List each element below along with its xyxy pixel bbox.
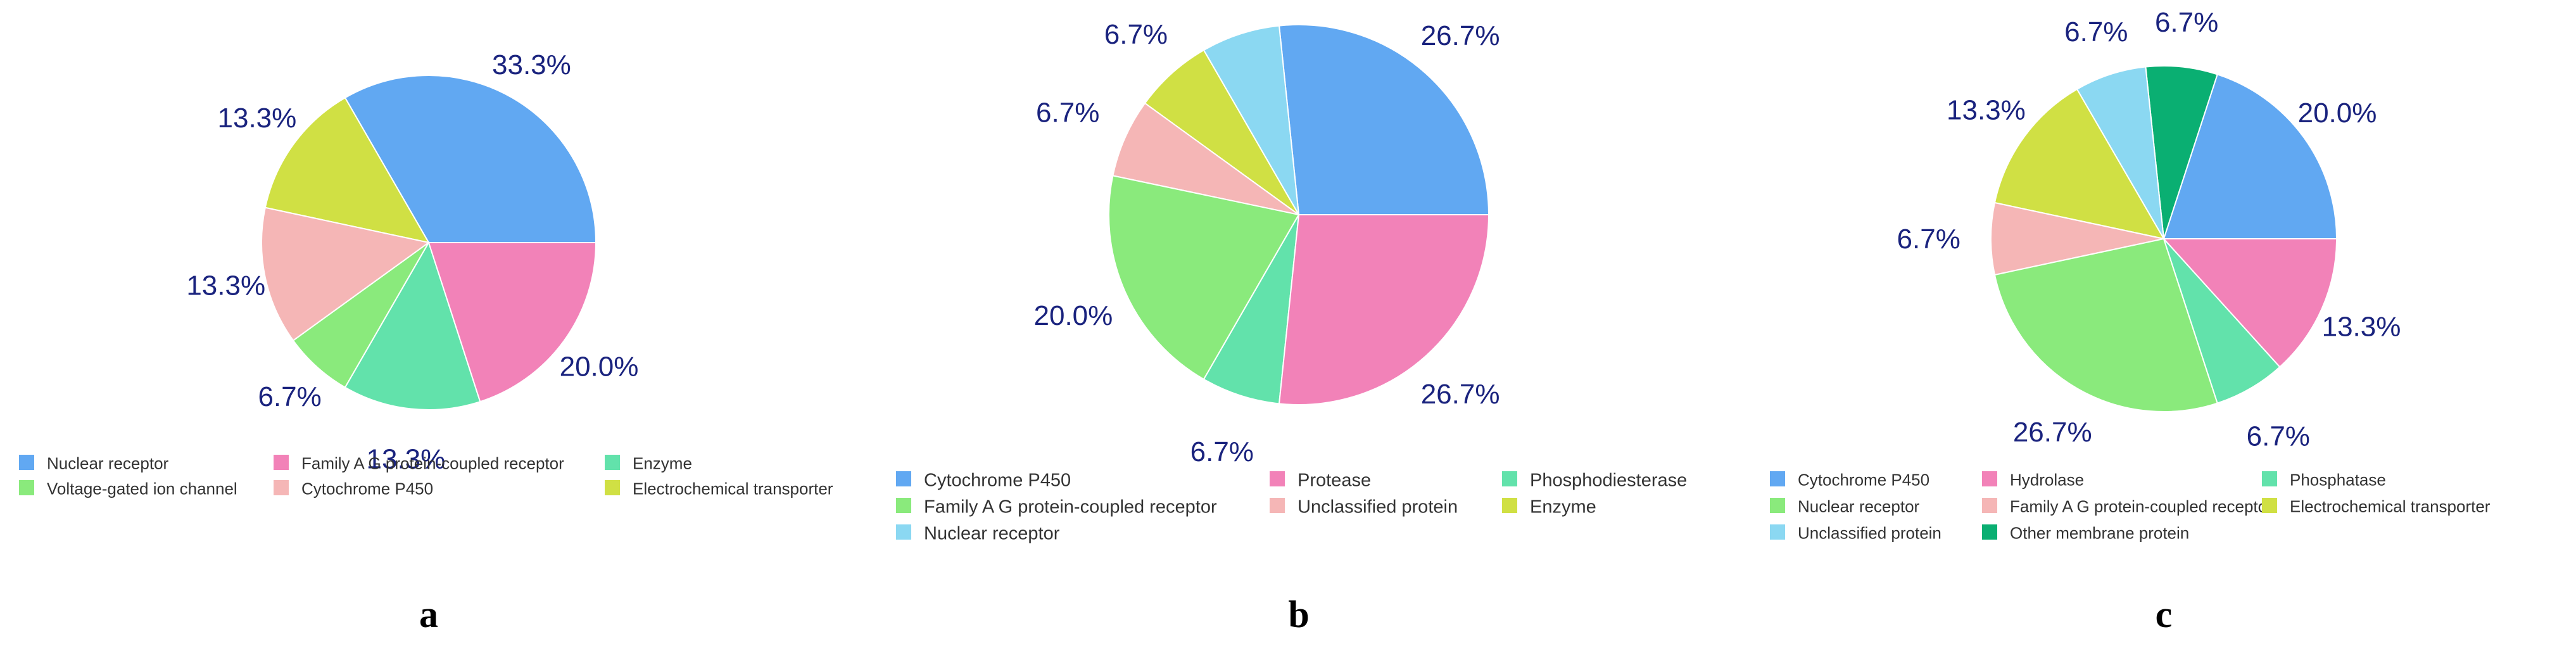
pie-slice-voltage-gated-ion-channel (292, 242, 429, 388)
legend-label: Nuclear receptor (924, 524, 1060, 544)
legend-swatch (1982, 524, 1997, 540)
pie-slice-unclassified-protein (2076, 66, 2164, 239)
slice-percent-label: 26.7% (1421, 379, 1500, 410)
legend-label: Other membrane protein (2010, 524, 2189, 543)
legend-swatch (19, 455, 34, 470)
legend-swatch (1982, 471, 1997, 486)
legend-swatch (1770, 498, 1785, 513)
pie-slice-protease (1278, 214, 1490, 405)
pie-slice-enzyme (1144, 49, 1299, 215)
slice-percent-label: 6.7% (1104, 19, 1168, 50)
pie-chart-a: 33.3% 13.3% 13.3% 6.7% 13.3% 20.0% Nuclear rec… (19, 49, 833, 635)
slice-percent-label: 26.7% (1421, 20, 1500, 51)
pie-slice-family-a-g-protein-coupled-receptor (1990, 201, 2164, 276)
legend-label: Protease (1297, 471, 1371, 491)
pie-slice-family-a-g-protein-coupled-receptor (1108, 175, 1300, 381)
legend-label: Family A G protein-coupled receptor (301, 454, 564, 473)
legend-label: Family A G protein-coupled receptor (924, 497, 1217, 517)
legend-swatch (2262, 471, 2277, 486)
legend-label: Cytochrome P450 (1798, 471, 1929, 490)
pie-slice-nuclear-receptor (1993, 238, 2218, 412)
slice-percent-label: 13.3% (218, 103, 297, 134)
panel-label: c (2156, 593, 2173, 635)
pie-slice-phosphodiesterase (1203, 214, 1299, 405)
legend-label: Electrochemical transporter (633, 479, 833, 498)
pie-slice-electrochemical-transporter (264, 97, 430, 244)
legend-label: Enzyme (633, 454, 692, 473)
legend-label: Cytochrome P450 (301, 479, 433, 498)
legend-label: Electrochemical transporter (2290, 497, 2491, 516)
pie-slice-cytochrome-p450 (261, 206, 431, 342)
legend-label: Family A G protein-coupled receptor (2010, 497, 2273, 516)
legend-label: Cytochrome P450 (924, 471, 1071, 491)
slice-percent-label: 13.3% (367, 443, 446, 474)
legend-label: Nuclear receptor (47, 454, 169, 473)
pie-slice-electrochemical-transporter (1993, 88, 2165, 240)
slice-percent-label: 6.7% (2247, 421, 2310, 452)
legend-swatch (1770, 524, 1785, 540)
pie-chart-b: 26.7% 6.7% 6.7% 6.7% 20.0% 6.7% 26.7% Cytochrom… (896, 0, 1687, 635)
slice-percent-label: 6.7% (2064, 16, 2128, 48)
slice-percent-label: 13.3% (1947, 94, 2026, 125)
legend-label: Enzyme (1530, 497, 1596, 517)
legend-swatch (896, 524, 911, 540)
pie-slice-enzyme (344, 241, 481, 410)
slice-percent-label: 6.7% (1897, 224, 1960, 255)
legend-swatch (605, 455, 620, 470)
legend-swatch (1502, 471, 1517, 486)
slice-percent-label: 6.7% (1192, 0, 1256, 1)
slice-percent-label: 20.0% (1034, 300, 1113, 331)
pie-slice-cytochrome-p450 (2162, 73, 2338, 239)
legend-swatch (1270, 471, 1285, 486)
legend-label: Hydrolase (2010, 471, 2084, 490)
pie-slice-cytochrome-p450 (1278, 24, 1490, 215)
legend-swatch (2262, 498, 2277, 513)
legend-label: Nuclear receptor (1798, 497, 1920, 516)
pie-chart-c: 20.0% 6.7% 6.7% 13.3% 6.7% 26.7% 6.7% 13.3% Cyto… (1770, 7, 2491, 635)
pie-slice-phosphatase (2163, 238, 2281, 404)
slice-percent-label: 26.7% (2013, 417, 2092, 448)
pie-slice-nuclear-receptor (1203, 25, 1299, 215)
slice-percent-label: 13.3% (186, 270, 265, 301)
legend-label: Unclassified protein (1297, 497, 1458, 517)
slice-percent-label: 20.0% (560, 352, 639, 383)
legend-label: Unclassified protein (1798, 524, 1941, 543)
legend-swatch (274, 480, 289, 495)
legend-swatch (605, 480, 620, 495)
legend-swatch (1270, 498, 1285, 513)
legend-swatch (19, 480, 34, 495)
pie-slice-unclassified-protein (1112, 102, 1299, 215)
legend-swatch (1982, 498, 1997, 513)
pie-slice-other-membrane-protein (2145, 65, 2218, 239)
slice-percent-label: 6.7% (1190, 436, 1254, 467)
legend-label: Phosphodiesterase (1530, 471, 1687, 491)
slice-percent-label: 6.7% (2155, 7, 2218, 38)
slice-percent-label: 6.7% (258, 381, 321, 412)
legend-swatch (1502, 498, 1517, 513)
legend-swatch (896, 498, 911, 513)
slice-percent-label: 6.7% (1036, 97, 1099, 128)
legend-swatch (274, 455, 289, 470)
panel-label: a (419, 593, 438, 635)
panel-label: b (1288, 593, 1309, 635)
legend-swatch (896, 471, 911, 486)
legend-label: Voltage-gated ion channel (47, 479, 237, 498)
slice-percent-label: 33.3% (492, 49, 571, 80)
pie-slice-hydrolase (2162, 238, 2338, 368)
legend-swatch (1770, 471, 1785, 486)
slice-percent-label: 13.3% (2322, 311, 2401, 342)
pie-slice-family-a-g-protein-coupled-receptor (427, 242, 597, 403)
pie-slice-nuclear-receptor (344, 75, 597, 243)
slice-percent-label: 20.0% (2298, 98, 2377, 129)
legend-label: Phosphatase (2290, 471, 2386, 490)
